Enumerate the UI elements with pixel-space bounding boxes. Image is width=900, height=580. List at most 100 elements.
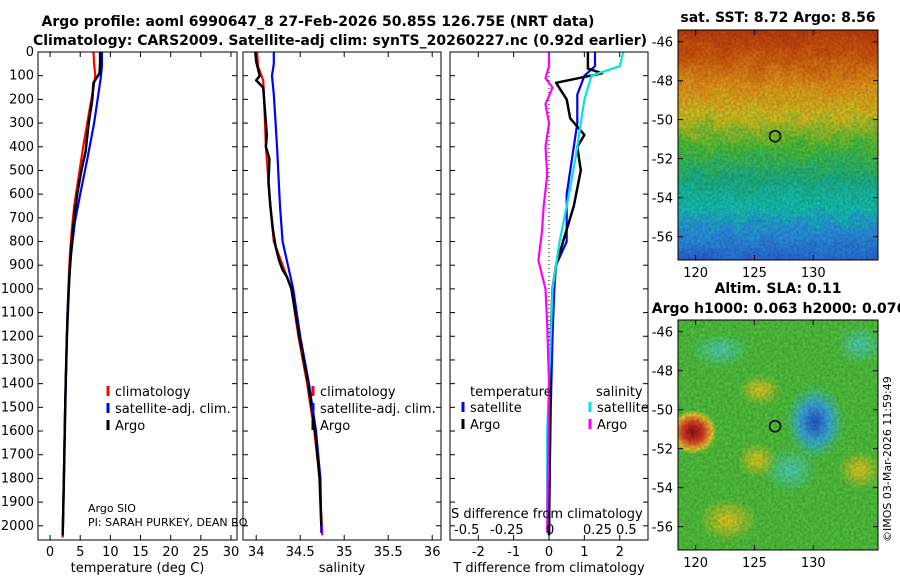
salinity-difference-tick-label: -0.5	[454, 523, 479, 538]
sst-map-frame	[677, 29, 879, 261]
sla-map-ytick-label: -46	[652, 326, 673, 341]
temperature-series-argo	[61, 52, 102, 536]
difference-legend-title-salinity: salinity	[596, 385, 643, 400]
imos-watermark: ©IMOS 03-Mar-2026 11:59:49	[881, 376, 894, 542]
sla-texture	[678, 320, 878, 550]
sst-map-title: sat. SST: 8.72 Argo: 8.56	[680, 10, 875, 26]
temperature-plot-area	[38, 52, 237, 540]
argo-position-marker	[768, 129, 782, 143]
difference-legend-label: Argo	[470, 418, 500, 433]
depth-tick-label: 1600	[1, 424, 34, 439]
depth-tick-label: 1100	[1, 306, 34, 321]
depth-tick-label: 1300	[1, 353, 34, 368]
sla-map-title: Altim. SLA: 0.11	[714, 281, 841, 297]
depth-tick-label: 2000	[1, 519, 34, 534]
salinity-legend-label: satellite-adj. clim.	[320, 402, 436, 417]
difference-legend-label: Argo	[597, 418, 627, 433]
figure-title-line1: Argo profile: aoml 6990647_8 27-Feb-2026…	[42, 14, 595, 30]
depth-tick-label: 700	[9, 211, 34, 226]
difference-xlabel: T difference from climatology	[452, 561, 645, 576]
salinity-series-argo	[254, 51, 323, 526]
sla-map-ytick-label: -50	[652, 404, 673, 419]
sla-map-ytick-label: -56	[652, 521, 673, 536]
temperature-legend-label: Argo	[115, 419, 145, 434]
salinity-difference-tick-label: 0	[546, 523, 554, 538]
temperature-xtick-label: 5	[76, 545, 84, 560]
sla-map-ytick-label: -54	[652, 482, 673, 497]
depth-tick-label: 200	[9, 92, 34, 107]
salinity-xtick-label: 35.5	[374, 545, 403, 560]
salinity-xtick-label: 35	[336, 545, 353, 560]
sst-map-ytick-label: -48	[652, 75, 673, 90]
depth-tick-label: 600	[9, 187, 34, 202]
salinity-plot-area	[243, 52, 441, 540]
salinity-difference-axis-label: S difference from climatology	[451, 507, 643, 522]
difference-xtick-label: 1	[580, 545, 588, 560]
difference-legend-title-temperature: temperature	[470, 385, 552, 400]
sst-map-ytick-label: -56	[652, 231, 673, 246]
salinity-xtick-label: 36	[424, 545, 441, 560]
difference-legend-label: satellite	[597, 401, 649, 416]
sla-map-ytick-label: -48	[652, 365, 673, 380]
temperature-xtick-label: 20	[162, 545, 179, 560]
sst-map-ytick-label: -54	[652, 192, 673, 207]
salinity-axes-frame	[242, 51, 442, 541]
depth-tick-label: 1500	[1, 400, 34, 415]
sst-map-xtick-label: 125	[742, 266, 767, 281]
salinity-difference-tick-label: -0.25	[490, 523, 524, 538]
depth-tick-label: 800	[9, 235, 34, 250]
temperature-axes-frame	[37, 51, 238, 541]
depth-tick-label: 1700	[1, 448, 34, 463]
depth-tick-label: 300	[9, 116, 34, 131]
temperature-legend-label: climatology	[115, 385, 191, 400]
salinity-difference-tick-label: 0.5	[616, 523, 637, 538]
depth-tick-label: 1000	[1, 282, 34, 297]
argo-position-marker	[768, 419, 782, 433]
salinity-legend-label: Argo	[320, 419, 350, 434]
difference-axes-frame	[449, 51, 649, 541]
temperature-xtick-label: 0	[46, 545, 54, 560]
temperature-xtick-label: 10	[102, 545, 119, 560]
difference-xtick-label: -2	[472, 545, 485, 560]
temperature-xtick-label: 30	[223, 545, 240, 560]
sla-map-subtitle: Argo h1000: 0.063 h2000: 0.076	[652, 301, 900, 317]
depth-tick-label: 500	[9, 163, 34, 178]
salinity-profile-panel: 34 34.5 35 35.5 36 salinity climatology satelli…	[242, 51, 442, 576]
credit-org: Argo SIO	[88, 502, 136, 515]
difference-xtick-label: -1	[507, 545, 520, 560]
sla-map-panel: Altim. SLA: 0.11 Argo h1000: 0.063 h2000…	[652, 281, 900, 571]
difference-series-salinity-argo	[537, 52, 554, 533]
difference-xtick-label: 2	[616, 545, 624, 560]
depth-tick-label: 1900	[1, 495, 34, 510]
depth-tick-label: 100	[9, 69, 34, 84]
difference-xtick-label: 0	[545, 545, 553, 560]
temperature-xtick-label: 25	[193, 545, 210, 560]
depth-tick-label: 1800	[1, 471, 34, 486]
sst-texture	[678, 30, 878, 260]
sla-map-xtick-label: 120	[683, 556, 708, 571]
sst-map-panel: sat. SST: 8.72 Argo: 8.56 120 125 130 -46 -4…	[652, 10, 879, 281]
salinity-xtick-label: 34	[248, 545, 265, 560]
credit-pi: PI: SARAH PURKEY, DEAN RO	[88, 516, 248, 529]
sla-map-xtick-label: 130	[801, 556, 826, 571]
difference-series-salinity-satellite	[546, 51, 625, 533]
sst-map-ytick-label: -50	[652, 114, 673, 129]
sst-map-xtick-label: 120	[683, 266, 708, 281]
depth-tick-label: 400	[9, 140, 34, 155]
depth-tick-label: 0	[26, 45, 34, 60]
depth-tick-label: 1200	[1, 329, 34, 344]
sst-map-ytick-label: -46	[652, 36, 673, 51]
difference-profile-panel: -2 -1 0 1 2T difference from climatology temp…	[449, 51, 649, 576]
sla-map-frame	[677, 319, 879, 551]
temperature-xlabel: temperature (deg C)	[71, 561, 205, 576]
salinity-xlabel: salinity	[319, 561, 366, 576]
depth-tick-label: 1400	[1, 377, 34, 392]
depth-tick-label: 900	[9, 258, 34, 273]
temperature-profile-panel: 0 5 10 15 20 25 300100200300400500600700800900…	[1, 45, 239, 576]
salinity-difference-tick-label: 0.25	[583, 523, 612, 538]
sla-map-ytick-label: -52	[652, 443, 673, 458]
difference-legend-label: satellite	[470, 401, 522, 416]
sla-map-xtick-label: 125	[742, 556, 767, 571]
temperature-xtick-label: 15	[132, 545, 149, 560]
